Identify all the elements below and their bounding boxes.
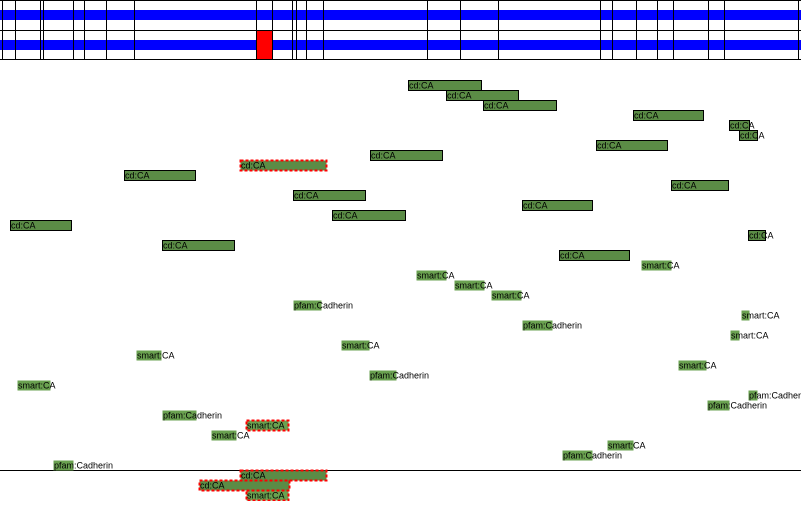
feature-label: cd:CA (484, 100, 509, 110)
feature-label: smart:CA (247, 490, 285, 500)
feature[interactable]: smart:CA (492, 290, 530, 300)
feature[interactable]: cd:CA (730, 120, 755, 130)
feature[interactable]: smart:CA (417, 270, 455, 280)
feature-label: cd:CA (241, 470, 266, 480)
feature-label: pfam:Cadherin (708, 400, 767, 410)
feature[interactable]: pfam:Cadherin (370, 370, 430, 380)
feature-label: cd:CA (523, 200, 548, 210)
feature[interactable]: smart:CA (679, 360, 717, 370)
feature[interactable]: cd:CA (333, 210, 406, 220)
track-bar (0, 10, 801, 20)
feature-label: cd:CA (560, 250, 585, 260)
feature-label: smart:CA (342, 340, 380, 350)
feature[interactable]: pfam:Cadherin (163, 410, 223, 420)
feature-label: smart:CA (455, 280, 493, 290)
feature-label: cd:CA (11, 220, 36, 230)
feature[interactable]: smart:CA (212, 430, 250, 440)
feature[interactable]: cd:CA (200, 480, 290, 490)
feature[interactable]: cd:CA (241, 160, 327, 170)
feature[interactable]: cd:CA (484, 100, 557, 110)
feature-label: pfam:Cadherin (163, 410, 222, 420)
feature-label: cd:CA (447, 90, 472, 100)
feature[interactable]: cd:CA (597, 140, 668, 150)
feature-label: cd:CA (241, 160, 266, 170)
overview-track (0, 0, 801, 60)
feature[interactable]: pfam:Cadherin (708, 400, 768, 410)
feature-label: pfam:Cadherin (370, 370, 429, 380)
feature[interactable]: cd:CA (740, 130, 765, 140)
feature[interactable]: pfam:Cadherin (563, 450, 623, 460)
feature-label: pfam:Cadherin (54, 460, 113, 470)
feature[interactable]: smart:CA (642, 260, 680, 270)
feature[interactable]: smart:CA (137, 350, 175, 360)
feature-label: smart:CA (731, 330, 769, 340)
feature[interactable]: cd:CA (125, 170, 196, 180)
feature-label: cd:CA (125, 170, 150, 180)
feature-label: cd:CA (333, 210, 358, 220)
feature[interactable]: cd:CA (294, 190, 366, 200)
feature-label: pfam:Cadherin (294, 300, 353, 310)
feature-label: pfam:Cadherin (749, 390, 801, 400)
feature-label: cd:CA (294, 190, 319, 200)
feature[interactable]: cd:CA (560, 250, 630, 260)
track-bar (0, 40, 801, 50)
feature-label: cd:CA (749, 230, 774, 240)
feature[interactable]: cd:CA (749, 230, 774, 240)
feature-label: cd:CA (163, 240, 188, 250)
feature[interactable]: pfam:Cadherin (749, 390, 801, 400)
feature[interactable]: cd:CA (634, 110, 704, 120)
feature-label: smart:CA (18, 380, 56, 390)
feature[interactable]: smart:CA (342, 340, 380, 350)
feature[interactable]: cd:CA (447, 90, 519, 100)
feature[interactable]: smart:CA (18, 380, 56, 390)
feature[interactable]: cd:CA (672, 180, 729, 190)
feature[interactable]: smart:CA (247, 420, 289, 430)
feature[interactable]: smart:CA (455, 280, 493, 290)
feature[interactable]: cd:CA (11, 220, 72, 230)
feature[interactable]: pfam:Cadherin (294, 300, 354, 310)
feature-label: cd:CA (740, 130, 765, 140)
feature[interactable]: cd:CA (241, 470, 327, 480)
feature[interactable]: pfam:Cadherin (523, 320, 583, 330)
feature[interactable]: smart:CA (608, 440, 646, 450)
feature-label: smart:CA (417, 270, 455, 280)
feature-label: smart:CA (679, 360, 717, 370)
feature-label: cd:CA (730, 120, 755, 130)
feature-label: pfam:Cadherin (563, 450, 622, 460)
feature-label: cd:CA (634, 110, 659, 120)
feature[interactable]: smart:CA (731, 330, 769, 340)
feature-label: smart:CA (247, 420, 285, 430)
feature[interactable]: pfam:Cadherin (54, 460, 114, 470)
feature-label: smart:CA (742, 310, 780, 320)
feature[interactable]: cd:CA (371, 150, 443, 160)
feature-label: smart:CA (137, 350, 175, 360)
feature-label: pfam:Cadherin (523, 320, 582, 330)
feature[interactable]: cd:CA (409, 80, 482, 90)
feature-label: smart:CA (608, 440, 646, 450)
feature-label: cd:CA (597, 140, 622, 150)
feature[interactable]: cd:CA (523, 200, 593, 210)
feature-label: smart:CA (492, 290, 530, 300)
feature-label: cd:CA (672, 180, 697, 190)
feature[interactable]: smart:CA (247, 490, 289, 500)
features: cd:CAcd:CAcd:CAcd:CAcd:CAcd:CAcd:CAcd:CA… (11, 80, 801, 500)
feature-label: smart:CA (642, 260, 680, 270)
feature-label: cd:CA (371, 150, 396, 160)
viewport-marker[interactable] (256, 30, 272, 60)
feature-label: cd:CA (409, 80, 434, 90)
feature-label: cd:CA (200, 480, 225, 490)
feature[interactable]: smart:CA (742, 310, 780, 320)
feature-label: smart:CA (212, 430, 250, 440)
feature[interactable]: cd:CA (163, 240, 235, 250)
